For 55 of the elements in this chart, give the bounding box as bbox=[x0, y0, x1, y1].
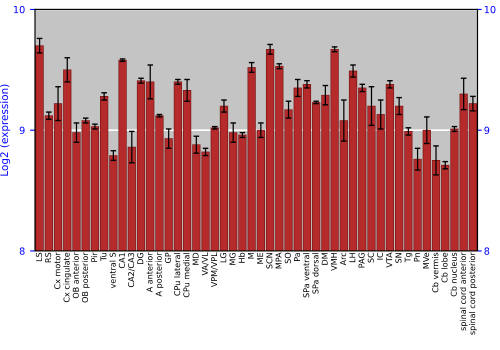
x-tick-label: Cx motor bbox=[54, 252, 60, 290]
x-tick-label: Cb vermis bbox=[432, 252, 438, 292]
x-tick-label: CPu medial bbox=[183, 253, 190, 298]
x-tick-label: SO bbox=[284, 252, 291, 264]
x-tick-label: Cb lobe bbox=[441, 252, 448, 282]
y2-tick-label: 9 bbox=[484, 126, 490, 134]
x-tick-label: MD bbox=[192, 252, 199, 265]
x-tick-label: PAG bbox=[358, 253, 365, 268]
y-tick-label: 10 bbox=[14, 6, 25, 14]
x-tick-label: Pn bbox=[414, 253, 420, 262]
x-tick-label: Hb bbox=[238, 252, 245, 263]
y-axis-title: Log2 (expression) bbox=[0, 84, 10, 176]
x-tick-label: MG bbox=[229, 253, 236, 265]
x-tick-label: SC bbox=[368, 252, 374, 263]
x-tick-label: Cx cingulate bbox=[63, 252, 72, 302]
x-tick-label: VMH bbox=[330, 253, 337, 271]
x-tick-label: VA/VL bbox=[202, 252, 209, 276]
x-tick-label: CA1 bbox=[118, 253, 125, 268]
x-tick-label: SPa dorsal bbox=[312, 253, 319, 294]
y2-tick-label: 10 bbox=[484, 6, 496, 14]
x-tick-label: VPM/VPL bbox=[211, 252, 218, 288]
x-tick-label: Pir bbox=[91, 252, 98, 262]
x-tick-label: MPA bbox=[276, 252, 282, 268]
x-tick-label: ME bbox=[257, 252, 264, 264]
x-tick-label: LG bbox=[220, 253, 226, 262]
x-tick-label: SN bbox=[395, 253, 402, 263]
x-tick-label: SCN bbox=[266, 253, 272, 269]
y2-tick-label: 8 bbox=[484, 247, 490, 255]
x-tick-label: RS bbox=[45, 252, 52, 262]
x-tick-label: VTA bbox=[386, 252, 392, 268]
y-tick-label: 9 bbox=[20, 126, 25, 134]
x-tick-label: Tu bbox=[100, 253, 106, 262]
x-tick-label: ventral S bbox=[109, 252, 116, 288]
x-tick-label: IC bbox=[376, 252, 384, 260]
x-tick-label: Pa bbox=[294, 253, 300, 261]
x-tick-label: M bbox=[248, 253, 254, 258]
x-tick-label: CA2/CA3 bbox=[128, 252, 135, 288]
x-tick-label: OB posterior bbox=[82, 252, 90, 302]
x-tick-label: MVe bbox=[423, 252, 430, 268]
x-tick-label: LH bbox=[349, 253, 356, 262]
x-tick-label: Tg bbox=[404, 253, 412, 262]
x-tick-label: spinal cord anterior bbox=[460, 252, 468, 330]
x-tick-label: Arc bbox=[340, 252, 346, 266]
x-tick-label: LS bbox=[36, 252, 42, 262]
x-tick-label: A anterior bbox=[146, 252, 153, 292]
x-tick-label: Cb nucleus bbox=[450, 252, 457, 296]
x-tick-label: GP bbox=[164, 252, 172, 263]
x-tick-label: A posterior bbox=[156, 252, 164, 296]
x-tick-label: CPu lateral bbox=[174, 253, 180, 296]
x-tick-label: OB anterior bbox=[72, 252, 79, 298]
x-tick-label: spinal cord posterior bbox=[468, 252, 477, 335]
x-tick-label: DM bbox=[322, 253, 328, 265]
x-tick-label: DG bbox=[137, 253, 144, 264]
y-tick-label: 8 bbox=[20, 247, 25, 255]
x-tick-label: SPa ventral bbox=[303, 253, 310, 298]
